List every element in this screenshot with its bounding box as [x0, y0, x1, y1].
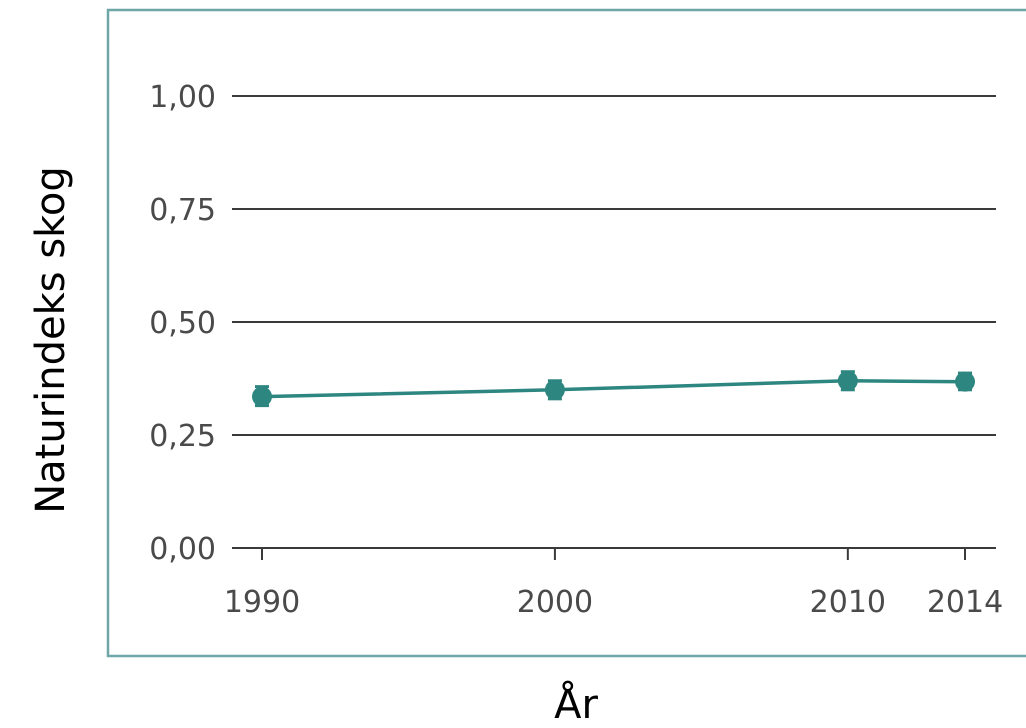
- y-tick-label: 0,00: [149, 532, 216, 567]
- x-tick-label: 2010: [810, 585, 886, 620]
- data-point: [544, 379, 565, 400]
- y-tick-label: 0,25: [149, 419, 216, 454]
- x-tick-label: 2000: [517, 585, 593, 620]
- x-tick-label: 2014: [927, 585, 1003, 620]
- x-axis: 1990 2000 2010 2014: [224, 548, 1003, 620]
- y-tick-label: 0,50: [149, 306, 216, 341]
- series-group: [252, 370, 975, 408]
- x-axis-title: År: [554, 680, 598, 728]
- data-point: [252, 386, 272, 407]
- data-point: [837, 370, 858, 391]
- y-tick-label: 0,75: [149, 193, 216, 228]
- grid: [232, 95, 996, 549]
- x-tick-label: 1990: [224, 585, 300, 620]
- y-axis-title: Naturindeks skog: [28, 166, 74, 514]
- y-tick-label: 1,00: [149, 80, 216, 115]
- data-point: [955, 371, 975, 392]
- series-line: [261, 379, 966, 399]
- chart-frame: [106, 8, 1026, 658]
- y-axis: 0,00 0,25 0,50 0,75 1,00: [149, 80, 216, 567]
